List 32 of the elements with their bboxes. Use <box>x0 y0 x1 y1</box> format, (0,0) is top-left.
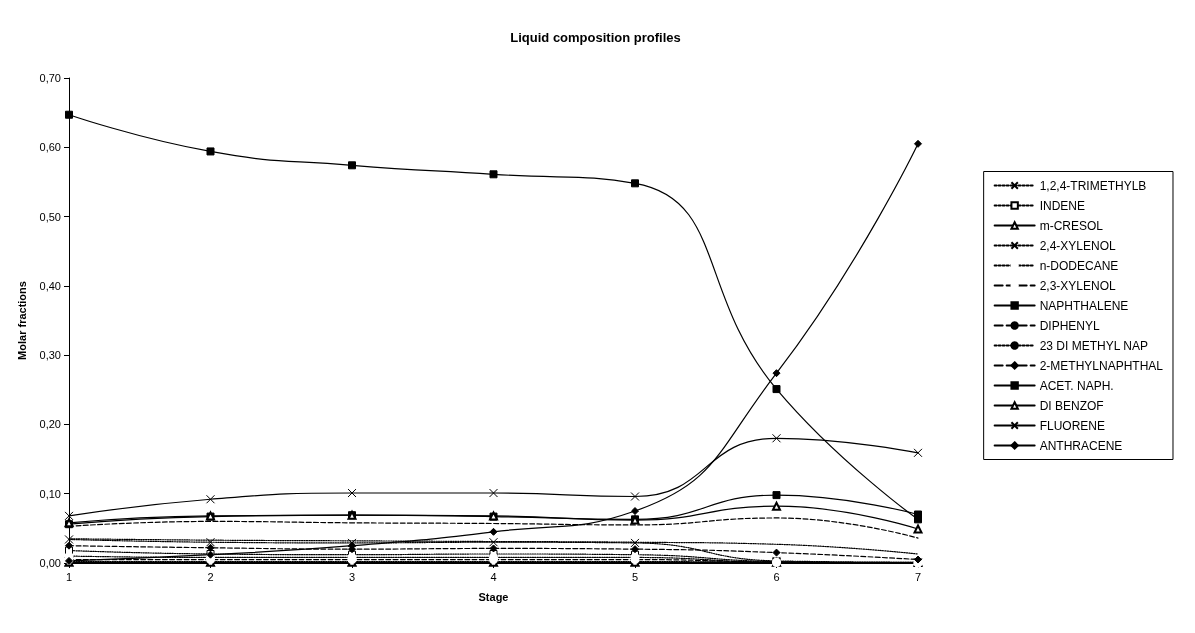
legend-label: 23 DI METHYL NAP <box>1039 338 1148 353</box>
x-axis-title: Stage <box>478 590 509 603</box>
legend-label: ANTHRACENE <box>1039 438 1123 453</box>
legend-label: n-DODECANE <box>1039 258 1119 273</box>
legend-label: INDENE <box>1039 198 1085 213</box>
y-tick-label: 0,50 <box>39 210 61 223</box>
y-tick-label: 0,60 <box>39 141 61 154</box>
legend-label: FLUORENE <box>1039 418 1105 433</box>
legend-label: 2-METHYLNAPHTHAL <box>1039 358 1164 373</box>
x-tick-label: 7 <box>914 570 922 583</box>
x-tick-label: 2 <box>207 570 214 583</box>
x-tick-label: 1 <box>65 570 73 583</box>
legend-label: DI BENZOF <box>1039 398 1104 413</box>
y-tick-label: 0,40 <box>39 279 61 292</box>
legend-label: m-CRESOL <box>1039 218 1104 233</box>
x-tick-label: 3 <box>348 570 356 583</box>
y-axis-title: Molar fractions <box>15 281 28 360</box>
y-tick-label: 0,20 <box>39 418 61 431</box>
chart-title: Liquid composition profiles <box>510 30 681 45</box>
y-tick-label: 0,10 <box>39 487 61 500</box>
x-tick-label: 6 <box>773 570 780 583</box>
legend-label: 1,2,4-TRIMETHYLB <box>1039 178 1147 193</box>
x-tick-label: 4 <box>490 570 497 583</box>
x-tick-label: 5 <box>631 570 639 583</box>
y-tick-label: 0,30 <box>39 349 61 362</box>
legend-label: 2,4-XYLENOL <box>1039 238 1117 253</box>
legend-label: NAPHTHALENE <box>1039 298 1129 313</box>
y-tick-label: 0,00 <box>39 557 61 569</box>
legend-label: 2,3-XYLENOL <box>1039 278 1117 293</box>
legend-label: ACET. NAPH. <box>1039 378 1114 393</box>
y-tick-label: 0,70 <box>39 72 61 84</box>
legend-label: DIPHENYL <box>1039 318 1100 333</box>
